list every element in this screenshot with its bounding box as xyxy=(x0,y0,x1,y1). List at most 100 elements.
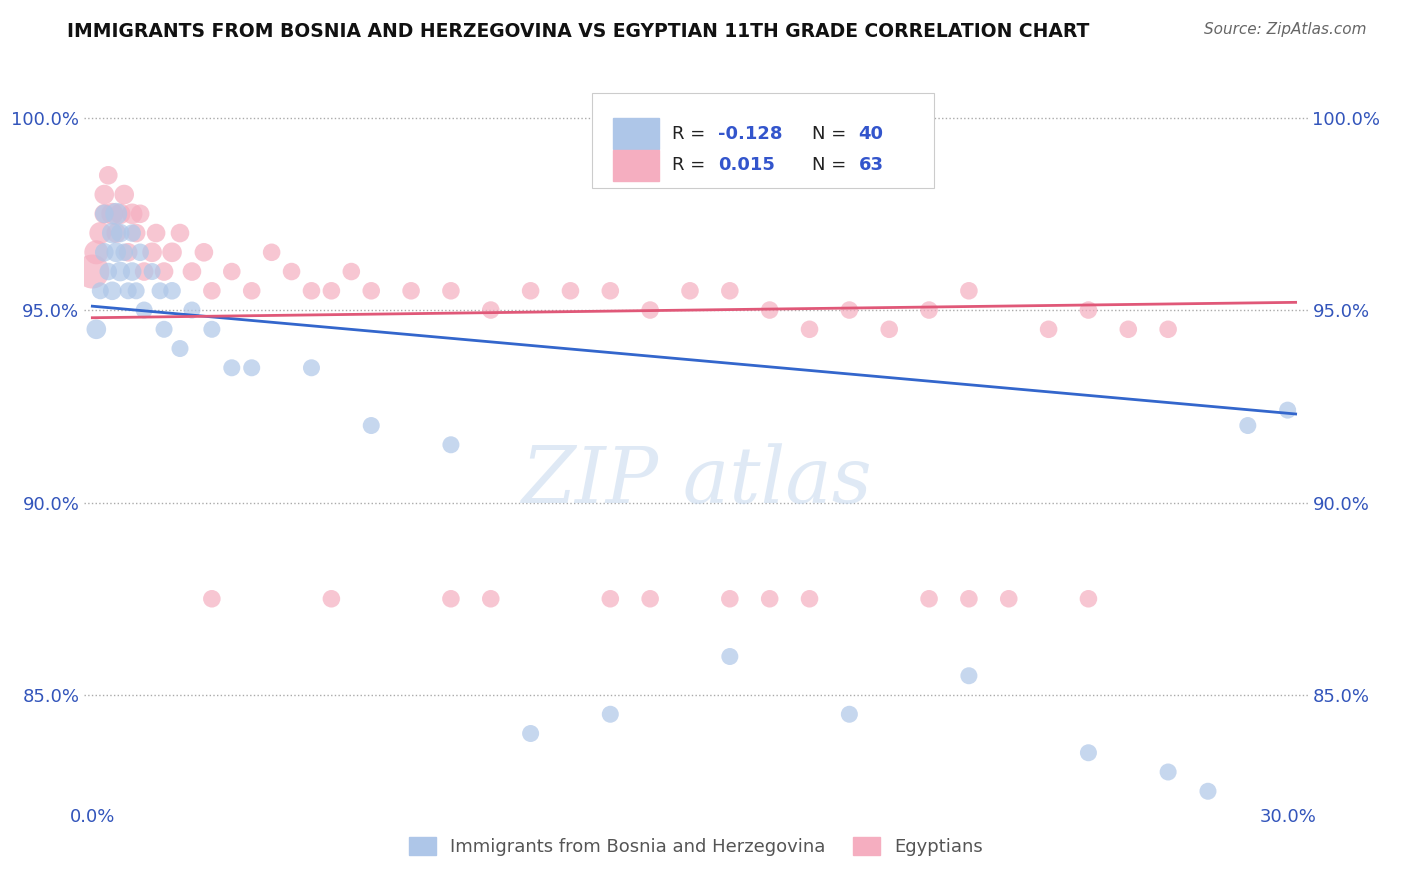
Y-axis label: 11th Grade: 11th Grade xyxy=(0,386,4,488)
Point xyxy=(112,245,135,260)
Point xyxy=(160,245,183,260)
Point xyxy=(240,284,263,298)
Point xyxy=(129,245,152,260)
Point xyxy=(758,591,780,606)
Point xyxy=(86,322,108,336)
Point xyxy=(718,591,741,606)
Point xyxy=(360,418,382,433)
Point xyxy=(240,360,263,375)
Point xyxy=(440,591,463,606)
Point xyxy=(221,264,243,278)
Point xyxy=(799,322,821,336)
Point xyxy=(877,322,900,336)
Text: ZIP atlas: ZIP atlas xyxy=(520,442,872,519)
Point xyxy=(957,669,980,683)
Point xyxy=(1077,591,1099,606)
Point xyxy=(101,207,124,221)
Point xyxy=(838,707,860,722)
Point xyxy=(1077,746,1099,760)
Point xyxy=(134,303,156,318)
Point xyxy=(301,360,323,375)
Point xyxy=(134,264,156,278)
Point xyxy=(440,284,463,298)
Point xyxy=(957,591,980,606)
Point xyxy=(221,360,243,375)
Point xyxy=(93,187,115,202)
Point xyxy=(201,284,224,298)
Point xyxy=(141,264,163,278)
Point xyxy=(679,284,702,298)
Text: Source: ZipAtlas.com: Source: ZipAtlas.com xyxy=(1204,22,1367,37)
Bar xyxy=(613,150,659,181)
Point xyxy=(399,284,422,298)
Point xyxy=(957,284,980,298)
Point xyxy=(599,284,621,298)
Point xyxy=(117,284,139,298)
Point xyxy=(321,284,343,298)
Bar xyxy=(613,119,659,149)
Text: -0.128: -0.128 xyxy=(718,125,783,143)
Point xyxy=(89,284,111,298)
Point xyxy=(638,303,661,318)
Point xyxy=(301,284,323,298)
Point xyxy=(599,707,621,722)
Point xyxy=(93,245,115,260)
Point xyxy=(105,207,128,221)
Point xyxy=(121,207,143,221)
Point xyxy=(101,226,124,240)
Text: R =: R = xyxy=(672,125,710,143)
Point xyxy=(112,187,135,202)
Point xyxy=(145,226,167,240)
Point xyxy=(110,226,132,240)
Point xyxy=(997,591,1019,606)
Text: IMMIGRANTS FROM BOSNIA AND HERZEGOVINA VS EGYPTIAN 11TH GRADE CORRELATION CHART: IMMIGRANTS FROM BOSNIA AND HERZEGOVINA V… xyxy=(67,22,1090,41)
Point xyxy=(169,226,191,240)
Text: N =: N = xyxy=(813,156,852,175)
Text: 0.015: 0.015 xyxy=(718,156,775,175)
Point xyxy=(121,226,143,240)
Point xyxy=(125,226,148,240)
Point xyxy=(193,245,215,260)
Point xyxy=(125,284,148,298)
Point xyxy=(638,591,661,606)
Point xyxy=(153,264,176,278)
Point xyxy=(1077,303,1099,318)
Point xyxy=(360,284,382,298)
Point xyxy=(169,342,191,356)
Point xyxy=(1277,403,1299,417)
Point xyxy=(86,245,108,260)
Point xyxy=(918,303,941,318)
Point xyxy=(97,169,120,183)
Point xyxy=(110,207,132,221)
Point xyxy=(838,303,860,318)
Text: 40: 40 xyxy=(859,125,883,143)
Point xyxy=(479,303,502,318)
Point xyxy=(89,226,111,240)
Point xyxy=(519,284,541,298)
Point xyxy=(93,207,115,221)
Point xyxy=(149,284,172,298)
Point xyxy=(1157,764,1180,779)
Point xyxy=(280,264,302,278)
Point xyxy=(160,284,183,298)
Point xyxy=(82,264,104,278)
Point xyxy=(1197,784,1219,798)
FancyBboxPatch shape xyxy=(592,94,935,188)
Point xyxy=(799,591,821,606)
Legend: Immigrants from Bosnia and Herzegovina, Egyptians: Immigrants from Bosnia and Herzegovina, … xyxy=(402,830,990,863)
Point xyxy=(1038,322,1060,336)
Point xyxy=(479,591,502,606)
Point xyxy=(1116,322,1139,336)
Point xyxy=(201,591,224,606)
Point xyxy=(181,303,204,318)
Point xyxy=(141,245,163,260)
Point xyxy=(97,264,120,278)
Point xyxy=(181,264,204,278)
Text: R =: R = xyxy=(672,156,710,175)
Point xyxy=(260,245,283,260)
Point xyxy=(110,264,132,278)
Point xyxy=(105,245,128,260)
Point xyxy=(153,322,176,336)
Point xyxy=(599,591,621,606)
Text: N =: N = xyxy=(813,125,852,143)
